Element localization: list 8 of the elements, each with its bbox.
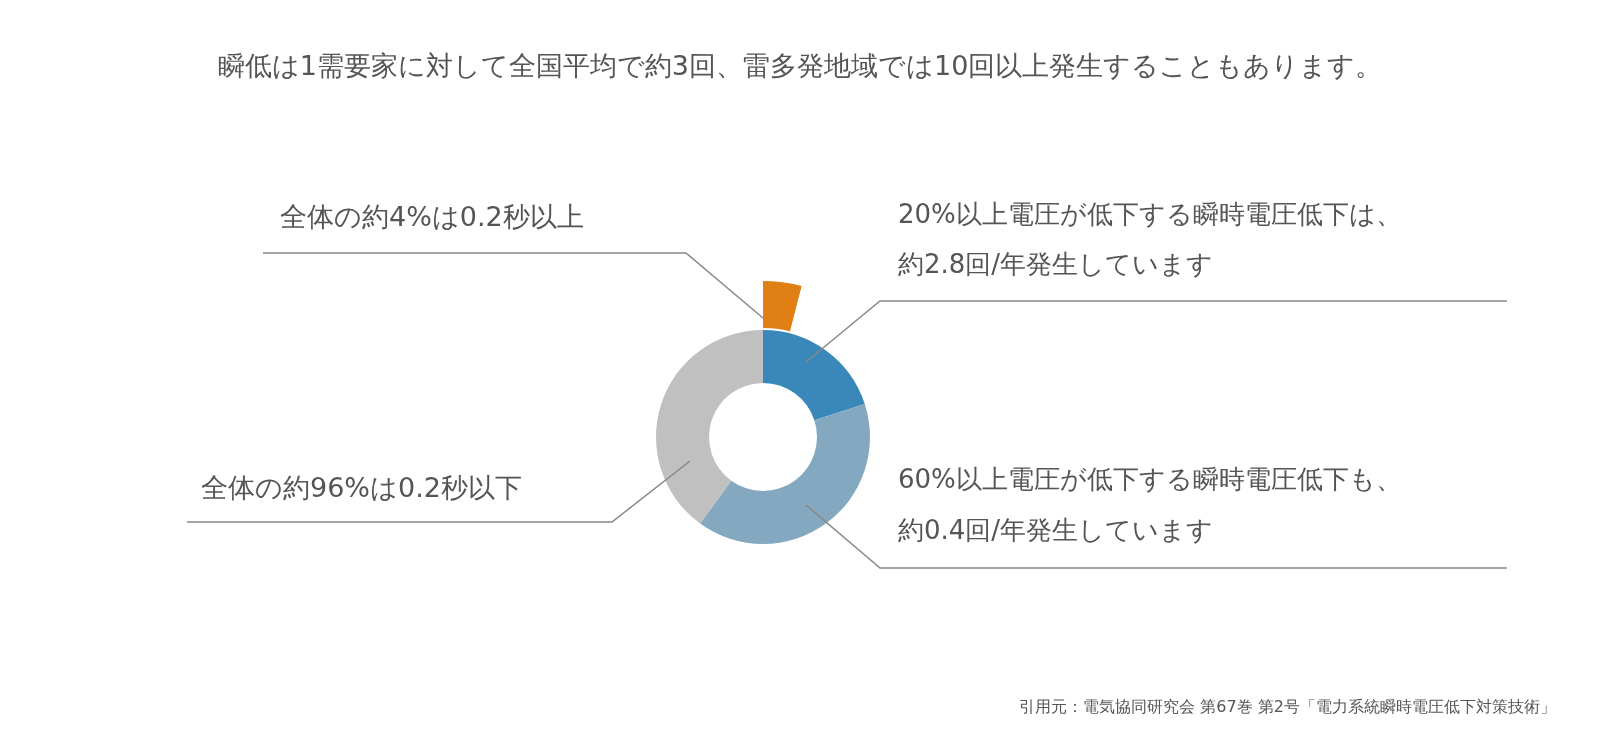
text: 60%以上電圧が低下する瞬時電圧低下も、 bbox=[898, 463, 1402, 496]
chart-title: 瞬低は1需要家に対して全国平均で約3回、雷多発地域では10回以上発生することもあります。 bbox=[216, 49, 1384, 83]
text: 引用元：電気協同研究会 第67巻 第2号「電力系統瞬時電圧低下対策技術」 bbox=[1019, 697, 1556, 718]
text: 20%以上電圧が低下する瞬時電圧低下は、 bbox=[898, 198, 1402, 231]
text: 全体の約96%は0.2秒以下 bbox=[201, 471, 522, 505]
text: 全体の約4%は0.2秒以上 bbox=[280, 200, 584, 234]
text: 約0.4回/年発生しています bbox=[898, 514, 1214, 547]
text: 約2.8回/年発生しています bbox=[898, 248, 1214, 281]
